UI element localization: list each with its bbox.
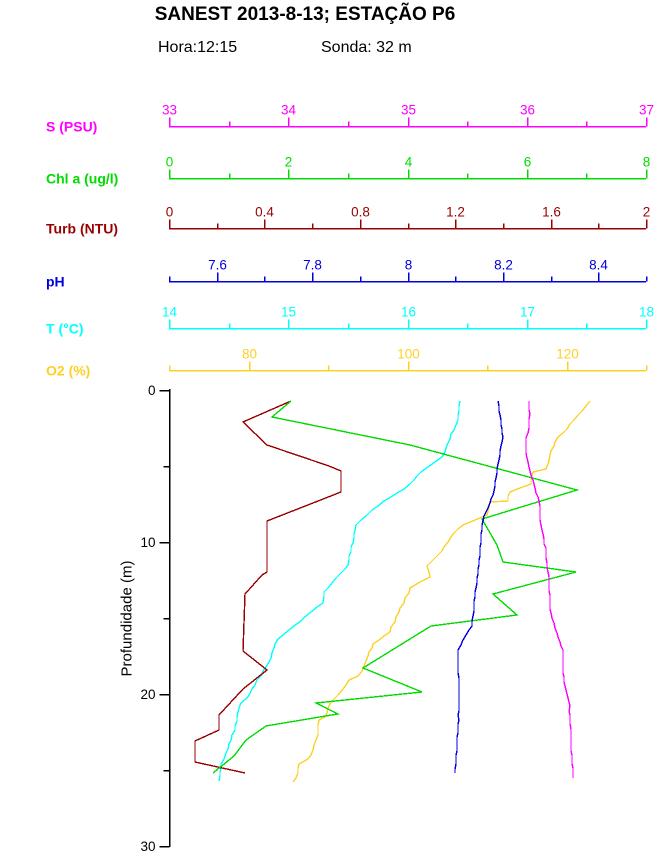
tick-label: 8.4 (589, 258, 608, 273)
tick-label: 33 (162, 103, 177, 118)
depth-tick-label: 10 (140, 535, 155, 550)
subtitle-hora: Hora:12:15 (158, 39, 238, 56)
top-axis-turb-ntu: 0 0.4 0.8 1.2 1.6 2 Turb (NTU) (46, 205, 650, 237)
axis-title-chl-a-ug-l: Chl a (ug/l) (46, 171, 118, 187)
top-axis-o2: 80 100 120 O2 (%) (46, 347, 648, 379)
tick-label: 18 (639, 305, 654, 320)
tick-label: 8 (643, 155, 651, 170)
tick-label: 80 (242, 347, 257, 362)
depth-tick-label: 30 (140, 839, 155, 854)
tick-label: 0 (166, 155, 174, 170)
series-curve-s-psu (525, 401, 574, 778)
tick-label: 37 (639, 103, 654, 118)
axis-title-turb-ntu: Turb (NTU) (46, 221, 118, 237)
axis-title-ph: pH (46, 274, 65, 290)
depth-axis: 0 10 20 30 (140, 383, 171, 854)
tick-label: 0.4 (255, 205, 274, 220)
tick-label: 6 (524, 155, 532, 170)
tick-label: 1.6 (542, 205, 561, 220)
tick-label: 100 (397, 347, 420, 362)
series-curve-ph (454, 400, 504, 773)
top-axis-chl-a-ug-l: 0 2 4 6 8 Chl a (ug/l) (46, 155, 650, 187)
tick-label: 36 (520, 103, 535, 118)
depth-tick-label: 20 (140, 687, 155, 702)
series-curve-turb-ntu (194, 400, 342, 774)
depth-tick-label: 0 (148, 383, 156, 398)
tick-label: 15 (281, 305, 296, 320)
tick-label: 2 (643, 205, 651, 220)
series-curve-t-c (218, 400, 461, 782)
tick-label: 17 (520, 305, 535, 320)
tick-label: 14 (162, 305, 178, 320)
tick-label: 7.8 (303, 258, 322, 273)
axis-title-t-c: T (°C) (46, 321, 83, 337)
top-axis-t-c: 14 15 16 17 18 T (°C) (46, 305, 654, 337)
tick-label: 8.2 (494, 258, 513, 273)
tick-label: 16 (401, 305, 416, 320)
tick-label: 8 (405, 258, 413, 273)
tick-label: 1.2 (446, 205, 465, 220)
tick-label: 120 (556, 347, 579, 362)
subtitle-sonda: Sonda: 32 m (321, 39, 412, 56)
tick-label: 7.6 (208, 258, 227, 273)
top-axis-ph: 7.6 7.8 8 8.2 8.4 pH (46, 258, 648, 290)
tick-label: 34 (281, 103, 297, 118)
tick-label: 4 (405, 155, 413, 170)
tick-label: 0 (166, 205, 174, 220)
tick-label: 35 (401, 103, 416, 118)
tick-label: 0.8 (351, 205, 370, 220)
axis-title-o2: O2 (%) (46, 363, 90, 379)
page-title: SANEST 2013-8-13; ESTAÇÃO P6 (154, 4, 456, 25)
top-axis-s-psu: 33 34 35 36 37 S (PSU) (46, 103, 654, 135)
axis-title-s-psu: S (PSU) (46, 119, 97, 135)
tick-label: 2 (285, 155, 293, 170)
series-curve-o2 (292, 400, 591, 783)
series-curve-chl-a-ug-l (212, 400, 580, 774)
